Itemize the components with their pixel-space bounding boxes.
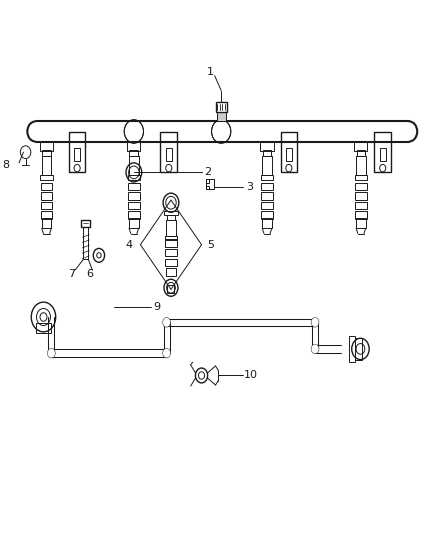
Bar bbox=[129, 157, 139, 175]
Text: 5: 5 bbox=[207, 240, 214, 249]
Text: 7: 7 bbox=[68, 270, 75, 279]
Bar bbox=[261, 211, 273, 219]
Bar bbox=[42, 157, 51, 175]
Circle shape bbox=[162, 318, 170, 327]
Circle shape bbox=[162, 349, 170, 358]
Bar bbox=[355, 182, 367, 190]
Bar bbox=[166, 220, 176, 236]
Bar bbox=[261, 201, 273, 209]
Text: 1: 1 bbox=[207, 68, 214, 77]
Bar bbox=[129, 217, 139, 228]
Bar bbox=[40, 142, 53, 151]
Bar bbox=[165, 259, 177, 266]
Text: 4: 4 bbox=[126, 240, 133, 249]
Bar bbox=[261, 175, 273, 180]
Bar bbox=[127, 142, 141, 151]
Bar bbox=[206, 185, 209, 189]
Bar bbox=[286, 148, 292, 161]
Bar bbox=[128, 211, 140, 219]
Bar bbox=[215, 102, 227, 112]
Text: 10: 10 bbox=[244, 370, 258, 381]
Text: 3: 3 bbox=[246, 182, 253, 192]
Bar bbox=[41, 201, 52, 209]
Bar bbox=[356, 217, 366, 228]
Bar bbox=[130, 150, 138, 157]
Bar bbox=[165, 249, 177, 256]
Bar bbox=[355, 192, 367, 199]
Bar bbox=[165, 239, 177, 247]
Bar bbox=[128, 182, 140, 190]
Bar bbox=[160, 132, 177, 172]
Bar bbox=[42, 217, 51, 228]
Circle shape bbox=[47, 349, 55, 358]
Bar bbox=[35, 324, 51, 333]
Text: 2: 2 bbox=[205, 167, 212, 177]
Bar bbox=[74, 148, 80, 161]
Bar bbox=[374, 132, 391, 172]
Bar bbox=[81, 220, 90, 227]
Bar bbox=[128, 175, 140, 180]
Circle shape bbox=[311, 318, 319, 327]
Bar bbox=[166, 148, 172, 161]
Bar bbox=[262, 157, 272, 175]
Bar bbox=[164, 211, 177, 215]
Bar bbox=[42, 150, 51, 157]
Bar bbox=[355, 211, 367, 219]
Text: 6: 6 bbox=[86, 270, 93, 279]
Bar bbox=[261, 142, 274, 151]
Bar bbox=[41, 182, 52, 190]
Bar bbox=[354, 142, 367, 151]
Bar bbox=[41, 211, 52, 219]
Bar bbox=[349, 336, 355, 362]
Bar bbox=[40, 175, 53, 180]
Circle shape bbox=[311, 344, 319, 354]
Bar bbox=[83, 227, 88, 259]
Bar bbox=[166, 268, 176, 276]
Bar bbox=[380, 148, 386, 161]
Bar bbox=[262, 217, 272, 228]
Bar bbox=[166, 215, 175, 220]
Bar bbox=[355, 338, 362, 360]
Bar bbox=[263, 150, 272, 157]
Bar bbox=[41, 192, 52, 199]
Bar bbox=[206, 179, 209, 182]
Bar bbox=[355, 175, 367, 180]
Text: 8: 8 bbox=[2, 160, 10, 171]
Bar bbox=[128, 201, 140, 209]
Bar bbox=[128, 192, 140, 199]
Bar bbox=[206, 179, 214, 189]
Bar bbox=[261, 182, 273, 190]
Bar bbox=[261, 192, 273, 199]
Bar bbox=[357, 150, 365, 157]
Bar bbox=[355, 201, 367, 209]
Bar bbox=[165, 236, 177, 240]
Bar bbox=[356, 157, 366, 175]
Bar bbox=[69, 132, 85, 172]
Bar bbox=[167, 285, 174, 293]
Text: 9: 9 bbox=[153, 302, 161, 312]
Bar bbox=[217, 112, 226, 122]
Bar bbox=[281, 132, 297, 172]
